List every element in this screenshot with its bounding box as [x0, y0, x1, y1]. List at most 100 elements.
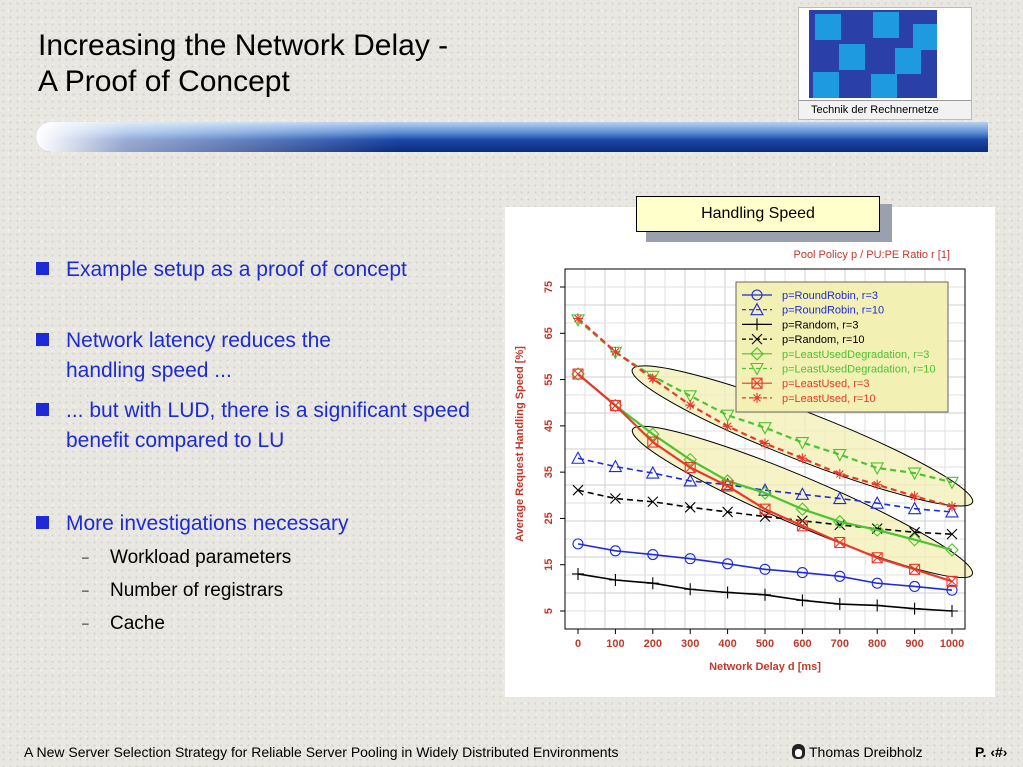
penguin-icon: [792, 744, 805, 759]
y-tick-label: 25: [543, 512, 555, 524]
data-point: [909, 491, 920, 502]
data-point: [870, 523, 884, 537]
data-point: [795, 436, 810, 450]
plus-marker: [721, 586, 734, 599]
page-number: P. ‹#›: [975, 744, 1008, 760]
bullet-item: Example setup as a proof of concept: [36, 255, 496, 285]
box-marker: [647, 436, 659, 448]
x-marker: [871, 552, 883, 564]
plus-marker: [946, 605, 958, 617]
logo: Technik der Rechnernetze: [798, 7, 972, 120]
data-point: [945, 504, 959, 518]
data-point: [758, 422, 772, 435]
data-point: [751, 333, 763, 345]
y-tick-label: 5: [543, 608, 555, 614]
sub-bullet-item: Cache: [36, 607, 496, 640]
box-marker: [909, 563, 921, 575]
circle-marker: [609, 545, 621, 557]
triangle-up-marker: [750, 302, 764, 316]
y-tick-label: 65: [543, 327, 555, 339]
data-point: [573, 313, 583, 324]
cross-marker: [751, 333, 763, 345]
legend-label: p=RoundRobin, r=10: [782, 305, 884, 317]
x-tick-label: 400: [718, 638, 736, 650]
asterisk-marker: [610, 346, 621, 357]
data-point: [946, 605, 958, 617]
circle-marker: [759, 563, 771, 575]
asterisk-marker: [573, 313, 583, 324]
data-point: [722, 480, 734, 492]
x-marker: [610, 400, 621, 411]
data-point: [721, 586, 734, 599]
asterisk-marker: [752, 392, 762, 403]
data-point: [646, 577, 659, 590]
data-point: [947, 501, 957, 512]
x-marker: [797, 520, 808, 532]
x-tick-label: 600: [793, 638, 811, 650]
data-point: [945, 543, 959, 557]
chart-series: [571, 313, 959, 617]
x-marker: [909, 563, 920, 575]
data-point: [645, 465, 660, 479]
y-tick-label: 45: [543, 420, 555, 432]
box-marker: [796, 520, 808, 532]
data-point: [683, 452, 697, 467]
diamond-marker: [795, 502, 810, 516]
legend-label: p=LeastUsedDegradation, r=10: [782, 364, 936, 376]
author-name: Thomas Dreibholz: [809, 744, 923, 760]
data-point: [871, 552, 883, 564]
data-point: [871, 599, 884, 612]
highlight-ellipse-r10: [631, 365, 974, 507]
highlight-ellipses: [631, 365, 974, 579]
data-point: [909, 526, 920, 538]
asterisk-marker: [834, 468, 845, 479]
sub-bullet-item: Workload parameters: [36, 541, 496, 574]
y-axis-label: Average Request Handling Speed [%]: [514, 346, 526, 542]
diamond-marker: [750, 347, 764, 361]
data-point: [909, 580, 921, 593]
triangle-up-marker: [683, 473, 698, 487]
diamond-marker: [945, 543, 959, 557]
legend-label: p=Random, r=3: [782, 319, 858, 331]
data-point: [610, 346, 621, 357]
asterisk-marker: [872, 479, 883, 490]
title-line-1: Increasing the Network Delay -: [38, 29, 449, 62]
data-point: [795, 487, 810, 500]
asterisk-marker: [947, 501, 957, 512]
cross-marker: [610, 493, 621, 504]
diamond-marker: [646, 427, 660, 441]
data-point: [758, 486, 772, 500]
legend-label: p=RoundRobin, r=3: [782, 290, 878, 302]
data-point: [833, 598, 846, 611]
title-line-2: A Proof of Concept: [38, 65, 290, 98]
data-point: [722, 558, 734, 570]
data-point: [684, 501, 696, 513]
diamond-marker: [833, 514, 847, 529]
data-point: [833, 514, 847, 529]
cross-marker: [572, 484, 584, 496]
data-point: [796, 520, 808, 532]
data-point: [797, 453, 808, 464]
x-tick-label: 0: [575, 638, 581, 650]
data-point: [685, 400, 696, 411]
plus-marker: [646, 577, 659, 590]
data-point: [646, 427, 660, 441]
data-point: [795, 502, 810, 516]
diamond-marker: [571, 367, 585, 381]
data-point: [751, 289, 763, 301]
triangle-up-marker: [645, 465, 660, 479]
triangle-up-marker: [832, 491, 847, 505]
data-point: [722, 421, 733, 432]
data-point: [759, 588, 771, 601]
data-point: [608, 459, 623, 473]
data-point: [796, 567, 808, 579]
triangle-up-marker: [795, 487, 810, 500]
box-marker: [684, 461, 696, 474]
asterisk-marker: [722, 421, 733, 432]
series-p-leastused-r-10: [573, 313, 957, 512]
data-point: [945, 476, 959, 490]
data-point: [909, 563, 921, 575]
legend-item: p=LeastUsedDegradation, r=3: [742, 347, 929, 361]
x-marker: [751, 377, 763, 389]
logo-text: Technik der Rechnernetze: [799, 100, 971, 119]
